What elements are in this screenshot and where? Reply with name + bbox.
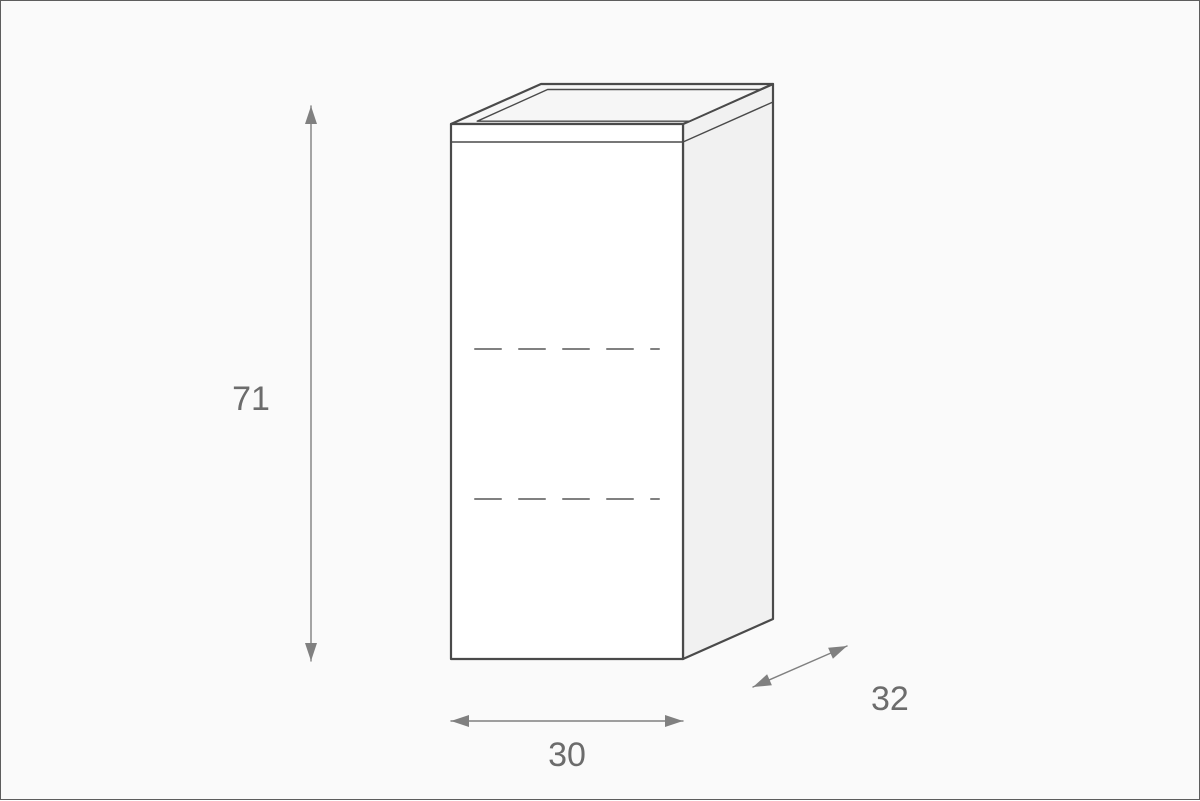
dim-height-arrow-top bbox=[305, 106, 317, 124]
cabinet-side-face bbox=[683, 84, 773, 659]
dim-depth-arrow-far bbox=[828, 646, 847, 659]
dim-width-arrow-right bbox=[665, 715, 683, 727]
cabinet-front-face bbox=[451, 124, 683, 659]
dim-height-label: 71 bbox=[232, 380, 270, 418]
diagram-frame: 71 30 32 bbox=[0, 0, 1200, 800]
cabinet-diagram: 71 30 32 bbox=[1, 1, 1200, 801]
dim-depth-arrow-near bbox=[753, 674, 772, 687]
dim-width-arrow-left bbox=[451, 715, 469, 727]
dim-width-label: 30 bbox=[548, 736, 586, 774]
dim-height-arrow-bottom bbox=[305, 643, 317, 661]
dim-depth-label: 32 bbox=[871, 680, 909, 718]
